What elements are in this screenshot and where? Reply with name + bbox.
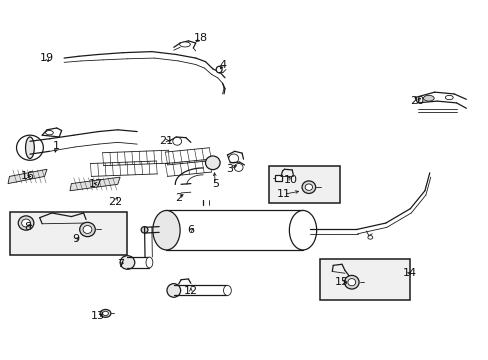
Text: 22: 22 <box>108 197 122 207</box>
Text: 7: 7 <box>116 259 123 269</box>
Ellipse shape <box>179 42 190 47</box>
Ellipse shape <box>344 275 358 289</box>
Ellipse shape <box>445 95 452 100</box>
Polygon shape <box>8 169 47 184</box>
Ellipse shape <box>25 137 34 158</box>
Text: 20: 20 <box>410 96 424 106</box>
Text: 14: 14 <box>403 268 416 278</box>
Text: 9: 9 <box>73 234 80 244</box>
Ellipse shape <box>216 66 222 73</box>
Ellipse shape <box>17 135 43 160</box>
Ellipse shape <box>45 131 53 135</box>
Ellipse shape <box>80 222 95 237</box>
Ellipse shape <box>166 284 180 297</box>
Text: 3: 3 <box>226 164 233 174</box>
Ellipse shape <box>223 285 231 296</box>
Ellipse shape <box>423 95 433 101</box>
Text: 16: 16 <box>20 171 35 181</box>
Ellipse shape <box>205 156 220 170</box>
Text: 1: 1 <box>53 141 60 151</box>
Ellipse shape <box>18 216 34 230</box>
Ellipse shape <box>289 211 316 250</box>
Text: 12: 12 <box>183 286 198 296</box>
Text: 21: 21 <box>159 136 173 145</box>
Ellipse shape <box>367 235 372 239</box>
Bar <box>10 212 127 255</box>
Ellipse shape <box>153 211 180 250</box>
Text: 15: 15 <box>334 277 348 287</box>
Ellipse shape <box>141 226 148 233</box>
Text: 6: 6 <box>187 225 194 235</box>
Ellipse shape <box>228 154 238 163</box>
Polygon shape <box>70 177 120 191</box>
Text: 8: 8 <box>24 222 31 231</box>
Text: 18: 18 <box>193 33 207 43</box>
Text: 5: 5 <box>211 179 218 189</box>
Text: 17: 17 <box>88 179 102 189</box>
Ellipse shape <box>302 181 315 193</box>
Text: 2: 2 <box>175 193 182 203</box>
Ellipse shape <box>100 310 111 318</box>
Text: 10: 10 <box>283 175 297 185</box>
Bar <box>275 175 282 181</box>
Bar <box>268 166 339 203</box>
Text: 19: 19 <box>40 53 54 63</box>
Text: 4: 4 <box>219 60 225 70</box>
Bar <box>320 259 409 300</box>
Text: 13: 13 <box>91 311 105 321</box>
Ellipse shape <box>305 184 312 190</box>
Ellipse shape <box>83 226 92 233</box>
Ellipse shape <box>120 256 135 269</box>
Ellipse shape <box>172 137 181 145</box>
Ellipse shape <box>21 219 30 227</box>
Ellipse shape <box>347 279 355 286</box>
Ellipse shape <box>102 311 108 316</box>
Text: 11: 11 <box>276 189 290 199</box>
Ellipse shape <box>146 257 153 268</box>
Ellipse shape <box>234 163 243 171</box>
